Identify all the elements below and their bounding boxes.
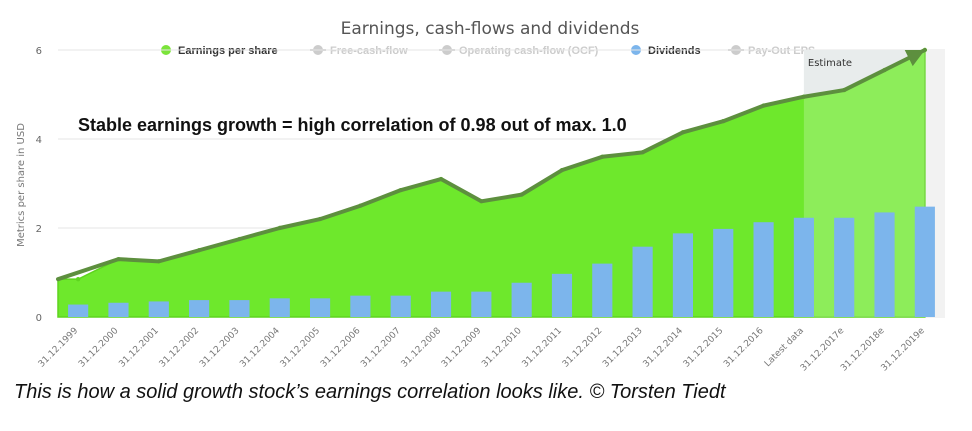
dividend-bar [914, 206, 935, 317]
dividend-bar [592, 263, 613, 317]
dividend-bar [269, 298, 290, 317]
y-tick-label: 2 [36, 224, 42, 235]
dividend-bar [390, 295, 411, 317]
y-tick-label: 0 [36, 313, 42, 324]
estimate-label: Estimate [808, 58, 852, 69]
chart-legend: Earnings per share Free-cash-flow Operatin… [161, 45, 815, 57]
x-tick-label: 31.12.2009 [440, 326, 484, 370]
legend-label: Earnings per share [178, 45, 278, 57]
legend-item-operating-cash-flow-ocf[interactable]: Operating cash-flow (OCF) [439, 45, 599, 57]
figure-caption: This is how a solid growth stock’s earni… [14, 381, 726, 403]
dividend-bar [551, 273, 573, 317]
x-tick-label: 31.12.2016 [722, 326, 766, 370]
dividend-bar [632, 246, 653, 317]
y-tick-label: 6 [36, 46, 42, 57]
legend-label: Operating cash-flow (OCF) [459, 45, 599, 57]
x-tick-label: 31.12.2000 [77, 326, 121, 370]
x-tick-label: 31.12.2001 [117, 326, 161, 370]
x-tick-label: 31.12.2011 [521, 326, 565, 370]
y-axis-label: Metrics per share in USD [16, 123, 27, 247]
dividend-bars-layer [68, 206, 935, 317]
legend-label: Pay-Out EPS [748, 45, 815, 57]
chart-title: Earnings, cash-flows and dividends [341, 19, 640, 39]
legend-label: Free-cash-flow [330, 45, 408, 57]
x-tick-label: 31.12.2003 [198, 326, 242, 370]
x-tick-label: 31.12.1999 [37, 326, 81, 370]
x-tick-label: 31.12.2006 [319, 326, 363, 370]
trend-arrow-layer [56, 48, 927, 282]
dividend-bar [68, 304, 89, 317]
dividend-bar [713, 228, 734, 317]
dividend-bar [753, 222, 774, 317]
legend-item-dividends[interactable]: Dividends [631, 45, 701, 57]
dividend-bar [430, 291, 452, 317]
dividend-bar [471, 291, 492, 317]
legend-item-pay-out-eps[interactable]: Pay-Out EPS [728, 45, 815, 57]
x-tick-label: Latest data [763, 326, 806, 369]
dividend-bar [189, 300, 210, 317]
x-tick-label: 31.12.2004 [238, 326, 282, 370]
dividend-bar [834, 217, 855, 317]
legend-label: Dividends [648, 45, 701, 57]
x-tick-label: 31.12.2002 [158, 326, 202, 370]
x-tick-label: 31.12.2013 [601, 326, 645, 370]
x-tick-label: 31.12.2005 [279, 326, 323, 370]
dividend-bar [874, 212, 895, 317]
x-tick-label: 31.12.2019e [880, 326, 928, 374]
dividend-bar [793, 217, 814, 317]
trend-arrowhead [904, 49, 925, 67]
dividend-bar [672, 233, 694, 317]
x-tick-label: 31.12.2015 [682, 326, 726, 370]
dividend-bar [511, 282, 532, 317]
correlation-annotation: Stable earnings growth = high correlatio… [78, 115, 627, 135]
trend-line [56, 48, 927, 282]
dividend-bar [309, 298, 331, 317]
legend-item-free-cash-flow[interactable]: Free-cash-flow [310, 45, 408, 57]
x-tick-label: 31.12.2008 [400, 326, 444, 370]
dividend-bar [148, 301, 169, 317]
x-tick-label: 31.12.2007 [359, 326, 403, 370]
x-tick-label: 31.12.2012 [561, 326, 605, 370]
legend-item-earnings-per-share[interactable]: Earnings per share [161, 45, 278, 57]
earnings-chart: Earnings, cash-flows and dividends Earni… [16, 19, 945, 374]
dividend-bar [350, 295, 371, 317]
dividend-bar [229, 300, 250, 317]
x-tick-label: 31.12.2010 [480, 326, 524, 370]
earnings-point [75, 276, 81, 282]
y-tick-label: 4 [36, 135, 42, 146]
dividend-bar [108, 302, 129, 317]
x-tick-label: 31.12.2014 [642, 326, 686, 370]
